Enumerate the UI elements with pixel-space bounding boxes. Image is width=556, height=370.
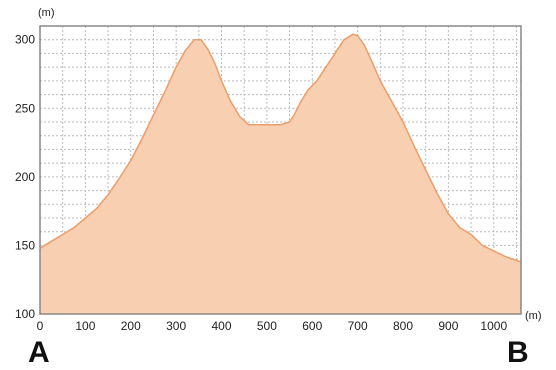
x-tick-labels: 0 100 200 300 400 500 600 700 800 900 1000 xyxy=(37,319,508,333)
y-tick-label: 100 xyxy=(15,307,35,321)
x-tick-label: 400 xyxy=(211,319,231,333)
plot-frame xyxy=(39,25,522,315)
x-tick-label: 800 xyxy=(393,319,413,333)
x-tick-label: 300 xyxy=(166,319,186,333)
y-tick-label: 150 xyxy=(15,238,35,252)
elevation-fill xyxy=(40,34,521,314)
x-tick-label: 600 xyxy=(302,319,322,333)
y-tick-label: 250 xyxy=(15,101,35,115)
y-tick-labels: 100 150 200 250 300 xyxy=(15,33,35,321)
x-tick-label: 700 xyxy=(348,319,368,333)
x-tick-label: 1000 xyxy=(480,319,507,333)
x-tick-label: 900 xyxy=(438,319,458,333)
end-point-label: B xyxy=(507,336,529,369)
x-tick-label: 200 xyxy=(121,319,141,333)
elevation-line xyxy=(39,33,522,263)
elevation-area xyxy=(39,33,522,314)
y-tick-label: 300 xyxy=(15,33,35,47)
x-axis-unit-label: (m) xyxy=(525,310,542,322)
x-tick-label: 100 xyxy=(75,319,95,333)
y-axis-unit-label: (m) xyxy=(38,7,55,19)
x-tick-label: 0 xyxy=(37,319,44,333)
x-tick-label: 500 xyxy=(257,319,277,333)
plot-border xyxy=(39,25,522,315)
y-tick-label: 200 xyxy=(15,170,35,184)
start-point-label: A xyxy=(28,336,50,369)
